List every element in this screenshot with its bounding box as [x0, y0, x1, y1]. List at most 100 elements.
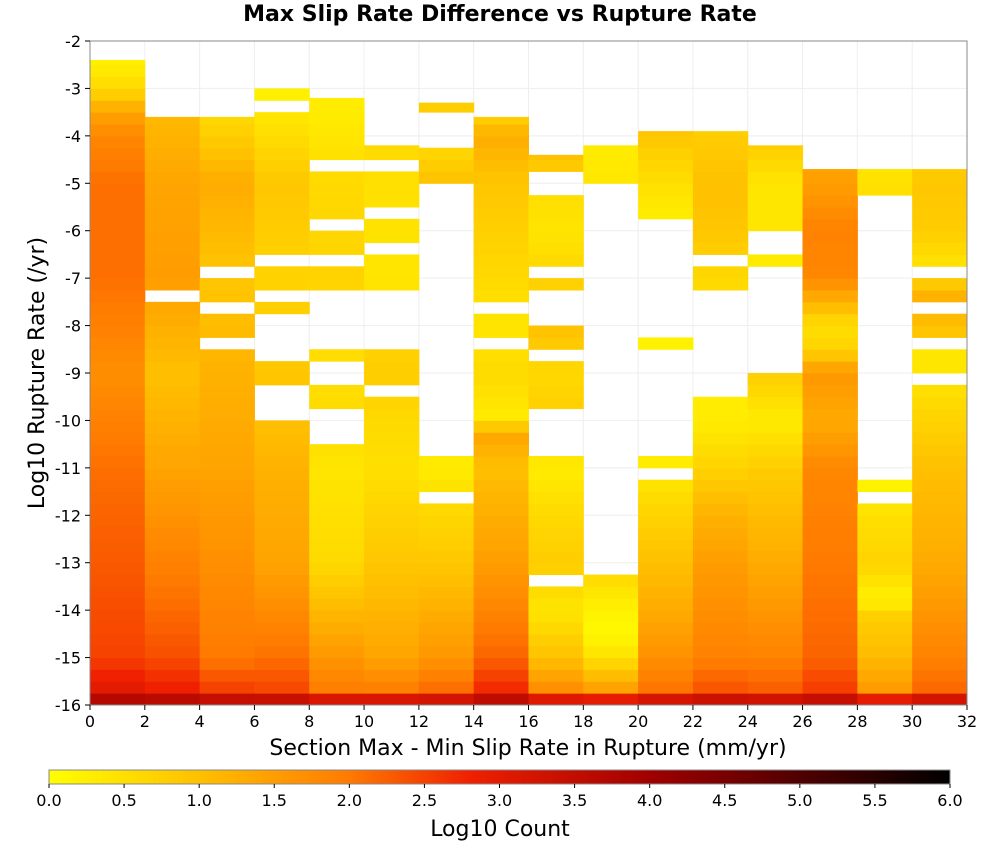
heatmap-cell	[90, 610, 146, 623]
heatmap-cell	[254, 373, 310, 386]
heatmap-cell	[802, 384, 858, 398]
heatmap-cell	[254, 420, 310, 433]
heatmap-cell	[473, 503, 529, 516]
heatmap-cell	[528, 622, 584, 635]
heatmap-cell	[473, 230, 529, 244]
heatmap-cell	[418, 622, 475, 635]
heatmap-cell	[912, 645, 968, 659]
heatmap-cell	[802, 242, 858, 255]
heatmap-cell	[473, 313, 529, 327]
heatmap-cell	[418, 102, 475, 113]
heatmap-cell	[364, 586, 420, 599]
heatmap-cell	[747, 456, 804, 469]
heatmap-cell	[144, 207, 201, 220]
heatmap-cell	[144, 562, 201, 576]
heatmap-cell	[364, 254, 420, 267]
heatmap-cell	[199, 503, 255, 516]
heatmap-cell	[912, 598, 968, 611]
heatmap-cell	[802, 432, 858, 445]
heatmap-cell	[309, 598, 365, 611]
heatmap-cell	[90, 669, 146, 682]
heatmap-cell	[747, 527, 804, 540]
heatmap-cell	[857, 562, 913, 576]
heatmap-cell	[418, 467, 475, 481]
heatmap-cell	[528, 218, 584, 232]
heatmap-cell	[254, 278, 310, 291]
heatmap-cell	[144, 230, 201, 244]
heatmap-cell	[199, 586, 255, 599]
heatmap-cell	[199, 349, 255, 362]
heatmap-cell	[473, 242, 529, 255]
heatmap-cell	[802, 503, 858, 516]
heatmap-cell	[638, 195, 694, 208]
heatmap-cell	[802, 169, 858, 172]
heatmap-cell	[473, 527, 529, 540]
heatmap-cell	[364, 361, 420, 374]
heatmap-cell	[254, 230, 310, 244]
heatmap-cell	[857, 574, 913, 587]
heatmap-cell	[473, 171, 529, 184]
heatmap-cell	[90, 112, 146, 125]
heatmap-cell	[144, 610, 201, 623]
heatmap-cell	[528, 527, 584, 540]
heatmap-cell	[90, 456, 146, 469]
colorbar-tick-label: 0.0	[36, 791, 61, 810]
heatmap-cell	[144, 159, 201, 172]
heatmap-cell	[802, 515, 858, 528]
heatmap-cell	[364, 230, 420, 244]
heatmap-cell	[583, 633, 639, 647]
heatmap-cell	[199, 420, 255, 433]
heatmap-cell	[692, 562, 749, 576]
heatmap-cell	[473, 408, 529, 421]
colorbar-tick-label: 3.0	[487, 791, 512, 810]
heatmap-cell	[528, 598, 584, 611]
heatmap-cell	[90, 100, 146, 113]
heatmap-cell	[857, 539, 913, 552]
heatmap-cell	[144, 242, 201, 255]
heatmap-cell	[90, 325, 146, 338]
heatmap-cell	[473, 432, 529, 445]
heatmap-cell	[473, 515, 529, 528]
heatmap-cell	[199, 467, 255, 481]
heatmap-cell	[199, 183, 255, 196]
heatmap-cell	[692, 550, 749, 564]
heatmap-cell	[528, 467, 584, 481]
heatmap-cell	[857, 693, 913, 706]
heatmap-cell	[309, 633, 365, 647]
heatmap-cell	[473, 135, 529, 149]
heatmap-cell	[473, 361, 529, 374]
heatmap-cell	[638, 669, 694, 682]
heatmap-cell	[144, 337, 201, 350]
heatmap-cell	[583, 145, 639, 149]
heatmap-cell	[90, 586, 146, 599]
heatmap-cell	[90, 479, 146, 493]
heatmap-cell	[528, 539, 584, 552]
heatmap-cell	[309, 610, 365, 623]
heatmap-cell	[692, 147, 749, 161]
heatmap-cell	[309, 693, 365, 706]
heatmap-cell	[912, 693, 968, 706]
heatmap-cell	[309, 195, 365, 208]
heatmap-cell	[254, 266, 310, 279]
heatmap-cell	[857, 479, 913, 493]
heatmap-cell	[254, 242, 310, 255]
colorbar-ticks: 0.0 0.5 1.0 1.5 2.0 2.5 3.0 3.5 4.0 4.5 5.0 5.5 6.0	[36, 784, 963, 810]
heatmap-cell	[254, 657, 310, 670]
heatmap-cell	[638, 503, 694, 516]
heatmap-cell	[144, 622, 201, 635]
heatmap-cell	[473, 147, 529, 161]
heatmap-cell	[199, 479, 255, 493]
heatmap-cell	[802, 337, 858, 350]
heatmap-cell	[857, 169, 913, 172]
heatmap-cell	[199, 207, 255, 220]
heatmap-cell	[528, 503, 584, 516]
heatmap-cell	[254, 444, 310, 457]
heatmap-cell	[144, 254, 201, 267]
heatmap-cell	[309, 657, 365, 670]
y-tick-label: -6	[65, 222, 81, 241]
heatmap-cell	[364, 408, 420, 421]
heatmap-cell	[912, 432, 968, 445]
heatmap-cell	[692, 681, 749, 694]
heatmap-cell	[747, 444, 804, 457]
heatmap-cell	[473, 610, 529, 623]
